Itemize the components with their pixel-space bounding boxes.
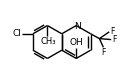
Text: F: F bbox=[110, 27, 115, 36]
Text: CH₃: CH₃ bbox=[41, 37, 56, 46]
Text: Cl: Cl bbox=[12, 29, 21, 38]
Text: OH: OH bbox=[69, 38, 83, 47]
Text: F: F bbox=[101, 48, 106, 57]
Text: N: N bbox=[74, 22, 81, 31]
Text: F: F bbox=[112, 35, 117, 44]
